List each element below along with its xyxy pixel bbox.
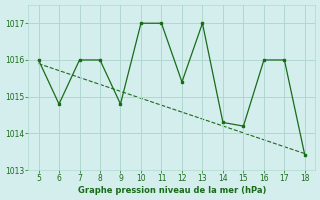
- X-axis label: Graphe pression niveau de la mer (hPa): Graphe pression niveau de la mer (hPa): [77, 186, 266, 195]
